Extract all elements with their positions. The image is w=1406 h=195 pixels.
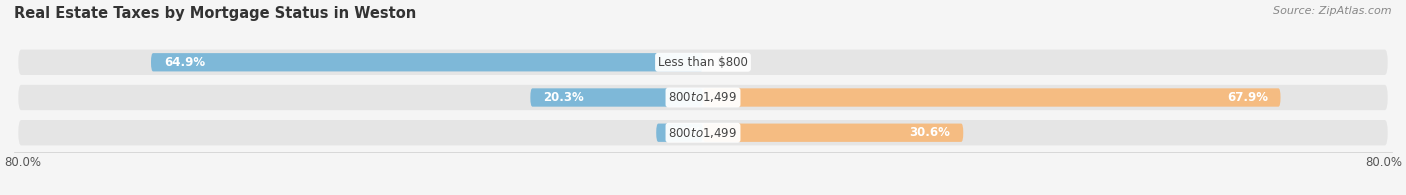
Text: $800 to $1,499: $800 to $1,499 <box>668 90 738 105</box>
FancyBboxPatch shape <box>18 120 1388 145</box>
FancyBboxPatch shape <box>530 88 703 107</box>
FancyBboxPatch shape <box>703 124 963 142</box>
FancyBboxPatch shape <box>18 50 1388 75</box>
FancyBboxPatch shape <box>18 85 1388 110</box>
Text: 0.0%: 0.0% <box>716 56 745 69</box>
Text: Source: ZipAtlas.com: Source: ZipAtlas.com <box>1274 6 1392 16</box>
Text: Real Estate Taxes by Mortgage Status in Weston: Real Estate Taxes by Mortgage Status in … <box>14 6 416 21</box>
FancyBboxPatch shape <box>657 124 703 142</box>
Text: 67.9%: 67.9% <box>1227 91 1268 104</box>
FancyBboxPatch shape <box>150 53 703 71</box>
Text: 64.9%: 64.9% <box>163 56 205 69</box>
Text: 5.5%: 5.5% <box>669 126 702 139</box>
Text: Less than $800: Less than $800 <box>658 56 748 69</box>
Text: 20.3%: 20.3% <box>543 91 583 104</box>
Text: $800 to $1,499: $800 to $1,499 <box>668 126 738 140</box>
Text: 30.6%: 30.6% <box>910 126 950 139</box>
FancyBboxPatch shape <box>703 88 1281 107</box>
